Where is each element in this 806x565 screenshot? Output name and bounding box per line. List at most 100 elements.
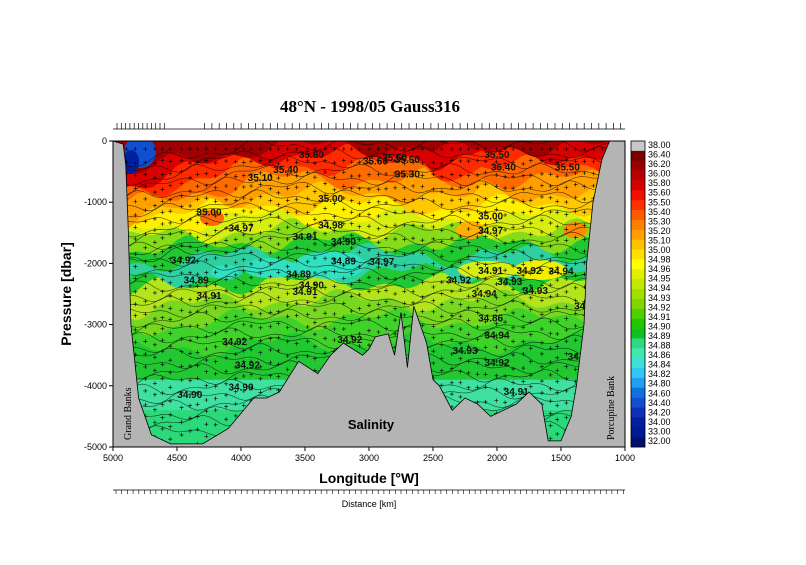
isohaline [113, 266, 624, 286]
colorbar-level-label: 35.60 [648, 188, 671, 198]
colorbar-swatch [631, 358, 645, 369]
colorbar-level-label: 35.40 [648, 207, 671, 217]
contour-label: 35.00 [478, 211, 503, 222]
contour-label: 35.60 [363, 156, 388, 167]
contour-label: 34.90 [228, 383, 253, 394]
colorbar-legend: 38.0036.4036.2036.0035.8035.6035.5035.40… [630, 140, 671, 448]
contour-label: 35.00 [318, 194, 343, 205]
colorbar-swatch [631, 259, 645, 270]
x-tick-label: 2500 [423, 453, 443, 463]
x-tick-label: 4000 [231, 453, 251, 463]
colorbar-swatch [631, 417, 645, 428]
y-tick-label: -2000 [84, 258, 107, 268]
colorbar-swatch [631, 289, 645, 300]
isohaline [113, 145, 624, 173]
contour-label: 34.94 [484, 331, 509, 342]
contour-label: 34.92 [337, 335, 362, 346]
contour-label: 34.92 [222, 337, 247, 348]
colorbar-frame [630, 140, 646, 448]
colorbar-level-label: 34.94 [648, 283, 671, 293]
left-annotation: Grand Banks [123, 387, 134, 440]
x-tick-label: 5000 [103, 453, 123, 463]
colorbar-swatch [631, 141, 645, 152]
salinity-anomaly [123, 150, 139, 174]
isohaline [113, 197, 624, 224]
colorbar-swatch [631, 437, 645, 448]
isohaline [113, 326, 624, 344]
colorbar-swatch [631, 377, 645, 389]
distance-axis [113, 489, 625, 494]
salinity-anomaly [458, 261, 518, 279]
isohaline [113, 334, 623, 354]
x-axis-label: Longitude [°W] [319, 470, 419, 486]
y-tick-label: -5000 [84, 442, 107, 452]
y-tick-label: 0 [102, 136, 107, 146]
colorbar-level-label: 36.00 [648, 169, 671, 179]
contour-label: 34.94 [472, 289, 497, 300]
colorbar-level-label: 34.88 [648, 341, 671, 351]
isohaline [113, 141, 624, 170]
colorbar-level-label: 34.84 [648, 360, 671, 370]
contour-label: 35.50 [484, 150, 509, 161]
contour-label: 35.10 [248, 173, 273, 184]
colorbar-level-label: 35.20 [648, 226, 671, 236]
colorbar-level-label: 34.20 [648, 407, 671, 417]
contour-label: 34.94 [548, 266, 573, 277]
colorbar-level-label: 34.90 [648, 321, 671, 331]
isohaline [113, 172, 624, 204]
x-tick-label: 2000 [487, 453, 507, 463]
colorbar-level-label: 34.93 [648, 293, 671, 303]
isohaline [113, 189, 624, 222]
colorbar-swatch [631, 249, 645, 260]
colorbar-level-label: 34.60 [648, 388, 671, 398]
isohaline [113, 317, 624, 338]
colorbar-swatch [631, 427, 645, 438]
isohaline [113, 308, 624, 328]
x-tick-label: 3500 [295, 453, 315, 463]
y-tick-label: -1000 [84, 197, 107, 207]
colorbar-level-label: 35.30 [648, 216, 671, 226]
contour-label: 36.40 [491, 162, 516, 173]
colorbar-swatch [631, 279, 645, 290]
colorbar-swatch [631, 368, 645, 379]
station-ticks [116, 123, 622, 129]
colorbar-swatch [631, 269, 645, 280]
isohaline [113, 257, 624, 276]
colorbar-level-label: 36.20 [648, 159, 671, 169]
colorbar-swatch [631, 190, 645, 201]
colorbar-swatch [631, 160, 645, 171]
colorbar-swatch [631, 318, 645, 329]
y-axis: 0 -1000 -2000 -3000 -4000 -5000 [84, 136, 113, 452]
station-top-axis [113, 123, 625, 130]
colorbar-level-label: 35.50 [648, 197, 671, 207]
contour-label: 35.00 [196, 208, 221, 219]
distance-axis-label: Distance [km] [342, 499, 397, 509]
colorbar-swatch [631, 170, 645, 181]
colorbar-level-label: 38.00 [648, 140, 671, 150]
contour-label: 34.93 [452, 346, 477, 357]
salinity-anomaly [514, 260, 566, 280]
contour-label: 35.50 [555, 162, 580, 173]
contour-label: 34.98 [318, 221, 343, 232]
colorbar-level-label: 34.95 [648, 274, 671, 284]
contour-label: 34.93 [497, 277, 522, 288]
salinity-anomaly [244, 258, 296, 278]
contour-label: 34.91 [196, 291, 221, 302]
contour-label: 34.93 [523, 286, 548, 297]
salinity-band [113, 141, 609, 178]
contour-label: 34.92 [171, 255, 196, 266]
contour-label: 34.91 [292, 287, 317, 298]
colorbar-swatch [631, 200, 645, 211]
contour-label: 34.92 [516, 266, 541, 277]
bottom-topography [113, 141, 625, 447]
colorbar-swatch [631, 397, 645, 408]
contour-label: 34.92 [235, 361, 260, 372]
x-tick-label: 3000 [359, 453, 379, 463]
isohaline [113, 283, 624, 302]
colorbar-level-label: 35.00 [648, 245, 671, 255]
isohaline [113, 274, 624, 292]
field-label: Salinity [348, 417, 395, 432]
contour-label: 34.91 [504, 387, 529, 398]
colorbar-level-label: 34.92 [648, 302, 671, 312]
